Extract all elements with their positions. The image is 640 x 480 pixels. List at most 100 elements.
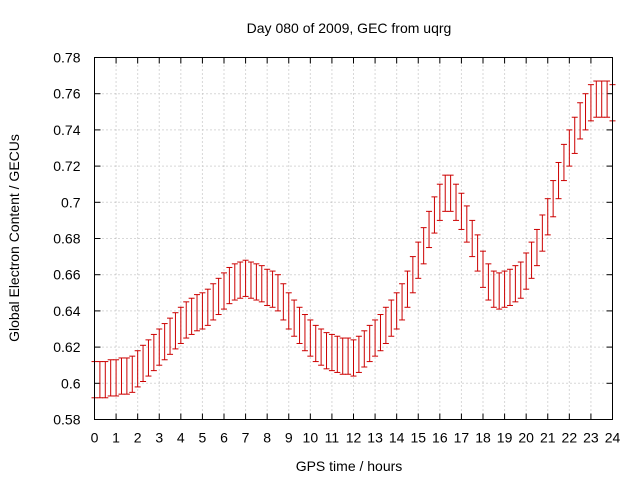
error-bar-point: [587, 84, 594, 122]
error-bar-point: [409, 256, 416, 294]
error-bar-point: [247, 261, 254, 299]
x-tick-label: 13: [367, 430, 383, 446]
error-bar-point: [555, 161, 562, 200]
error-bar-point: [318, 328, 325, 366]
error-bar-point: [291, 299, 298, 337]
axis-ticks: [94, 57, 613, 420]
error-bar-point: [399, 283, 406, 321]
x-tick-labels: 0 1 2 3 4 5 6 7 8 9 10 11 12 13 14 15 16 17 18 19 20 21 22 23 24: [91, 430, 621, 446]
error-bar-point: [598, 80, 605, 118]
x-tick-label: 22: [562, 430, 578, 446]
error-bar-point: [307, 319, 314, 357]
error-bar-point: [361, 330, 368, 368]
error-bar-point: [523, 252, 530, 290]
x-tick-label: 19: [497, 430, 513, 446]
y-tick-label: 0.76: [53, 86, 80, 102]
error-bar-point: [161, 323, 168, 361]
error-bar-point: [188, 297, 195, 335]
error-bar-point: [415, 241, 422, 279]
error-bar-point: [366, 324, 373, 363]
x-tick-label: 1: [112, 430, 120, 446]
error-bar-point: [107, 359, 114, 397]
error-bar-point: [274, 274, 281, 312]
error-bar-point: [550, 180, 557, 218]
error-bar-point: [453, 183, 460, 221]
error-bar-point: [210, 283, 217, 321]
x-tick-label: 9: [285, 430, 293, 446]
error-bar-point: [577, 102, 584, 140]
x-tick-label: 0: [91, 430, 99, 446]
error-bar-point: [474, 234, 481, 272]
x-tick-label: 21: [540, 430, 556, 446]
error-bar-point: [571, 116, 578, 154]
error-bar-point: [345, 337, 352, 375]
y-tick-label: 0.72: [53, 158, 80, 174]
x-tick-label: 14: [389, 430, 405, 446]
error-bar-point: [156, 328, 163, 366]
error-bar-point: [442, 174, 449, 212]
y-tick-label: 0.58: [53, 412, 80, 428]
error-bar-point: [544, 198, 551, 236]
x-axis-label: GPS time / hours: [296, 458, 403, 474]
error-bar-point: [582, 93, 589, 131]
error-bar-point: [355, 335, 362, 373]
x-tick-label: 15: [410, 430, 426, 446]
y-tick-label: 0.78: [53, 50, 80, 66]
x-tick-label: 6: [220, 430, 228, 446]
error-bar-point: [134, 350, 141, 388]
error-bar-point: [393, 292, 400, 330]
error-bar-point: [463, 205, 470, 243]
x-tick-label: 8: [263, 430, 271, 446]
x-tick-label: 20: [518, 430, 534, 446]
x-tick-label: 11: [325, 430, 340, 446]
error-bar-point: [140, 344, 147, 382]
error-bar-point: [237, 261, 244, 299]
error-bar-point: [269, 270, 276, 308]
y-tick-label: 0.62: [53, 339, 80, 355]
x-tick-label: 5: [199, 430, 207, 446]
error-bar-point: [604, 80, 611, 118]
x-tick-label: 16: [432, 430, 448, 446]
error-bar-point: [285, 292, 292, 330]
error-bar-point: [102, 361, 109, 399]
error-bar-point: [506, 268, 513, 306]
error-bar-point: [512, 265, 519, 303]
y-tick-label: 0.66: [53, 267, 80, 283]
plot-frame: [94, 57, 613, 420]
error-bar-point: [194, 294, 201, 332]
error-bar-point: [231, 263, 238, 301]
x-tick-label: 10: [303, 430, 319, 446]
error-bar-point: [447, 174, 454, 212]
x-tick-label: 17: [454, 430, 470, 446]
error-bar-point: [221, 272, 227, 310]
error-bar-point: [496, 272, 503, 310]
x-tick-label: 7: [242, 430, 250, 446]
error-bar-point: [296, 306, 303, 344]
error-bar-point: [350, 339, 357, 377]
error-bar-point: [145, 339, 152, 377]
error-bar-point: [420, 227, 427, 265]
error-bar-point: [242, 259, 249, 297]
grid: [94, 57, 613, 420]
error-bar-point: [533, 228, 540, 267]
error-bar-point: [528, 241, 535, 279]
error-bar-point: [334, 335, 341, 373]
y-axis-label: Global Electron Content / GECUs: [6, 134, 22, 342]
x-tick-label: 2: [134, 430, 142, 446]
error-bar-point: [183, 301, 190, 339]
error-bar-point: [199, 292, 206, 330]
x-tick-label: 23: [583, 430, 599, 446]
error-bar-point: [560, 143, 567, 182]
y-tick-labels: 0.58 0.6 0.62 0.64 0.66 0.68 0.7 0.72 0.74 0.76 0.…: [53, 50, 80, 428]
error-bar-point: [323, 332, 330, 370]
y-tick-label: 0.64: [53, 303, 80, 319]
error-bar-point: [485, 263, 492, 301]
error-bar-point: [177, 306, 184, 344]
error-bar-point: [426, 210, 433, 249]
error-bar-point: [339, 337, 346, 375]
error-bar-point: [118, 357, 125, 395]
chart-title: Day 080 of 2009, GEC from uqrg: [247, 20, 452, 36]
x-tick-label: 24: [605, 430, 621, 446]
y-tick-label: 0.74: [53, 122, 80, 138]
